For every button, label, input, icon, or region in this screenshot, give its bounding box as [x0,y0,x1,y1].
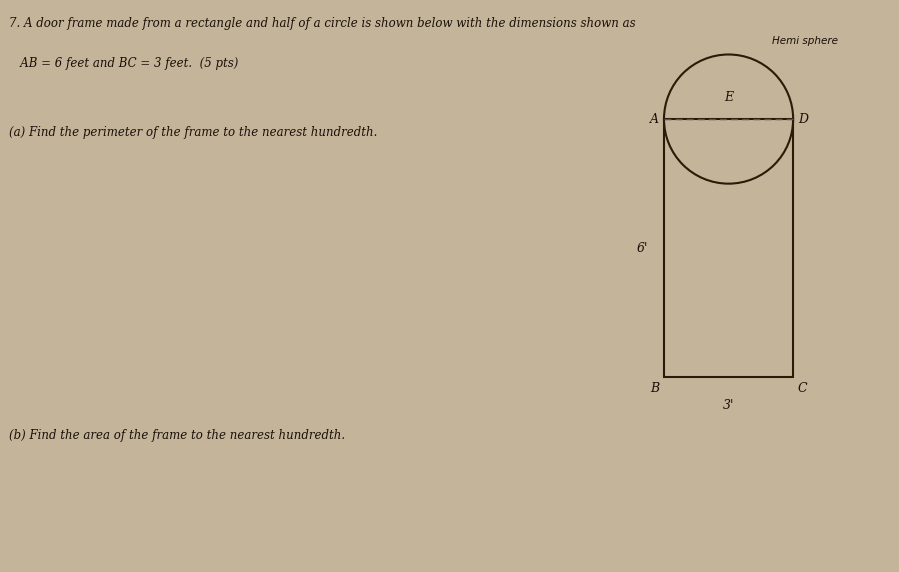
Text: 6': 6' [636,242,648,255]
Text: AB = 6 feet and BC = 3 feet.  (5 pts): AB = 6 feet and BC = 3 feet. (5 pts) [9,57,238,70]
Text: (a) Find the perimeter of the frame to the nearest hundredth.: (a) Find the perimeter of the frame to t… [9,126,378,139]
Text: 3': 3' [723,399,734,412]
Text: E: E [724,91,733,104]
Text: A: A [650,113,659,126]
Text: 7. A door frame made from a rectangle and half of a circle is shown below with t: 7. A door frame made from a rectangle an… [9,17,636,30]
Text: Hemi sphere: Hemi sphere [771,36,838,46]
Text: C: C [797,382,807,395]
Bar [664,119,793,378]
Text: B: B [651,382,660,395]
Text: (b) Find the area of the frame to the nearest hundredth.: (b) Find the area of the frame to the ne… [9,429,345,442]
Text: D: D [798,113,808,126]
